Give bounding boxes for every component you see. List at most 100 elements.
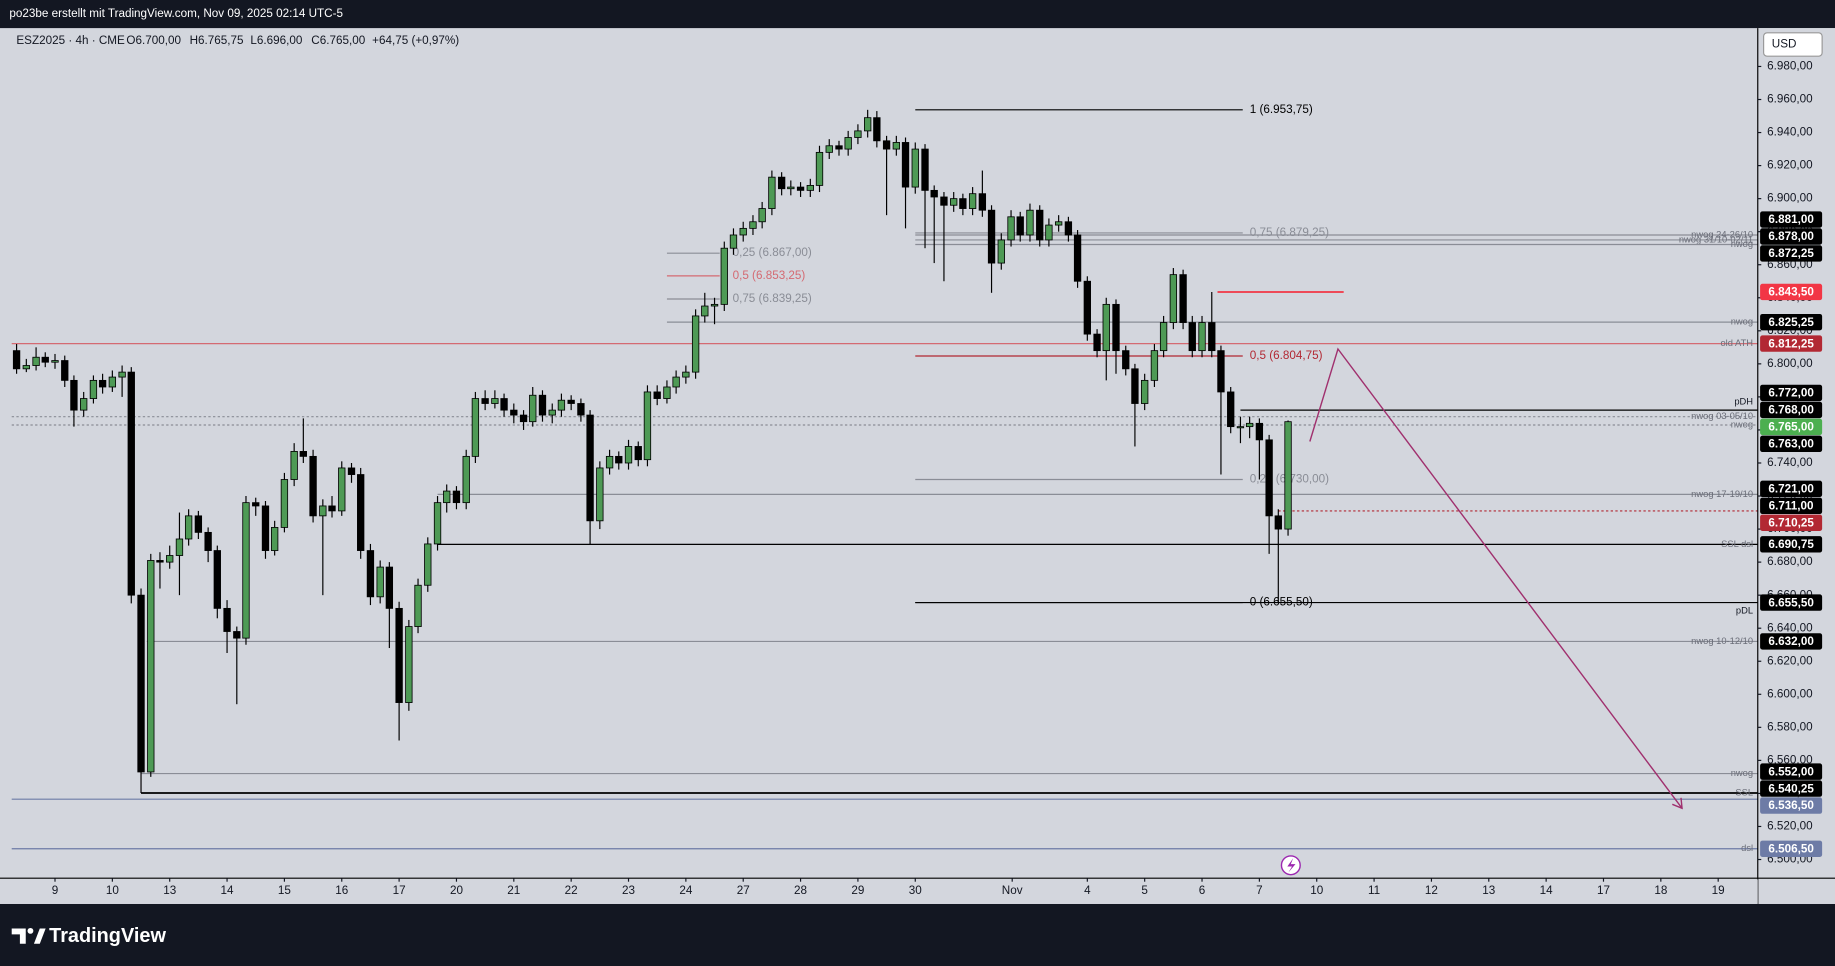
candle-body — [1036, 209, 1044, 241]
candle-body — [385, 566, 394, 609]
candle-body — [1073, 234, 1082, 282]
x-tick-label: 5 — [1141, 884, 1148, 897]
candle-body — [1016, 216, 1024, 236]
price-label: 6.655,50 — [1768, 596, 1814, 609]
x-tick-label: 9 — [52, 884, 59, 897]
candle-body — [978, 193, 987, 211]
y-tick-label: 6.600,00 — [1767, 687, 1813, 700]
price-label: 6.843,50 — [1768, 286, 1814, 299]
candle-body — [1112, 303, 1120, 352]
price-label: 6.881,00 — [1768, 213, 1814, 226]
price-label: 6.690,75 — [1768, 538, 1814, 551]
candle-body — [663, 386, 671, 399]
candle-body — [32, 356, 40, 366]
x-tick-label: 20 — [450, 884, 463, 897]
fib-label: 0,25 (6.867,00) — [733, 246, 812, 259]
candle-body — [137, 594, 145, 773]
x-tick-label: 28 — [794, 884, 807, 897]
price-label-box — [1760, 418, 1823, 436]
candle-body — [653, 391, 661, 399]
candle-body — [1007, 216, 1015, 241]
x-tick-label: 13 — [163, 884, 176, 897]
candle-body — [51, 360, 59, 363]
candle-body — [1054, 221, 1063, 226]
x-tick-label: 27 — [737, 884, 750, 897]
y-tick-label: 6.680,00 — [1767, 555, 1813, 568]
candle-body — [586, 414, 594, 522]
candle-body — [787, 186, 795, 190]
x-tick-label: Nov — [1002, 884, 1023, 897]
level-label: old ATH — [1720, 338, 1753, 348]
price-label: 6.506,50 — [1768, 842, 1814, 855]
price-label-box — [1760, 594, 1823, 611]
x-tick-label: 12 — [1425, 884, 1438, 897]
candle-body — [1150, 350, 1159, 381]
fib-label: 0,5 (6.853,25) — [733, 269, 806, 282]
candle-body — [950, 198, 958, 206]
candle-body — [376, 566, 384, 598]
candle-body — [596, 467, 604, 522]
candle-body — [1131, 368, 1139, 404]
candle-body — [338, 467, 346, 512]
price-label: 6.540,25 — [1768, 782, 1814, 795]
fib-label: 0,5 (6.804,75) — [1250, 349, 1323, 362]
candle-body — [634, 446, 642, 461]
y-tick-label: 6.940,00 — [1767, 126, 1813, 139]
candle-body — [127, 371, 135, 596]
y-tick-label: 6.520,00 — [1767, 820, 1813, 833]
price-label-box — [1760, 245, 1823, 262]
price-label-box — [1760, 797, 1823, 814]
candle-body — [424, 543, 432, 586]
x-tick-label: 29 — [851, 884, 864, 897]
candle-body — [892, 142, 901, 150]
x-tick-label: 6 — [1199, 884, 1206, 897]
symbol: ESZ2025 · 4h · CME — [16, 34, 125, 47]
candle-body — [471, 398, 480, 457]
candle-body — [309, 455, 317, 517]
candle-body — [691, 315, 700, 373]
x-tick-label: 16 — [335, 884, 348, 897]
candle-body — [80, 398, 88, 411]
x-tick-label: 23 — [622, 884, 635, 897]
candle-body — [41, 356, 49, 363]
price-label-box — [1760, 780, 1823, 797]
candle-body — [233, 631, 241, 639]
y-tick-label: 6.580,00 — [1767, 720, 1813, 733]
level-label: nwog — [1731, 317, 1753, 327]
candle-body — [538, 394, 547, 416]
x-tick-label: 21 — [507, 884, 520, 897]
price-label: 6.812,25 — [1768, 337, 1814, 350]
candle-body — [968, 193, 977, 209]
x-tick-label: 10 — [106, 884, 119, 897]
candle-body — [1188, 322, 1196, 352]
y-tick-label: 6.920,00 — [1767, 159, 1813, 172]
candle-body — [1064, 221, 1073, 236]
candle-body — [1284, 421, 1292, 530]
fib-label: 0 (6.655,50) — [1250, 596, 1313, 609]
price-axis — [1757, 28, 1835, 904]
candle-body — [12, 350, 21, 370]
candle-body — [529, 394, 537, 423]
candle-body — [624, 446, 633, 464]
level-label: nwog 17-19/10 — [1691, 489, 1753, 499]
price-label: 6.772,00 — [1768, 387, 1814, 400]
x-tick-label: 7 — [1256, 884, 1263, 897]
candle-body — [319, 505, 327, 517]
candle-body — [156, 560, 164, 563]
y-tick-label: 6.800,00 — [1767, 357, 1813, 370]
level-label: nwog — [1731, 239, 1753, 249]
candle-body — [1227, 391, 1235, 428]
candle-body — [1179, 274, 1187, 323]
logo-mark — [27, 927, 34, 934]
axis-layer: 6.500,006.520,006.540,006.560,006.580,00… — [52, 60, 1823, 897]
candle-body — [252, 502, 260, 507]
candle-body — [1122, 350, 1130, 370]
candle-body — [1274, 515, 1282, 530]
level-label: dsl — [1741, 843, 1753, 853]
x-tick-label: 13 — [1482, 884, 1495, 897]
level-label: SSL dsl — [1721, 539, 1753, 549]
candle-body — [1208, 322, 1216, 352]
candle-body — [1102, 303, 1110, 352]
currency-box[interactable] — [1763, 32, 1823, 57]
